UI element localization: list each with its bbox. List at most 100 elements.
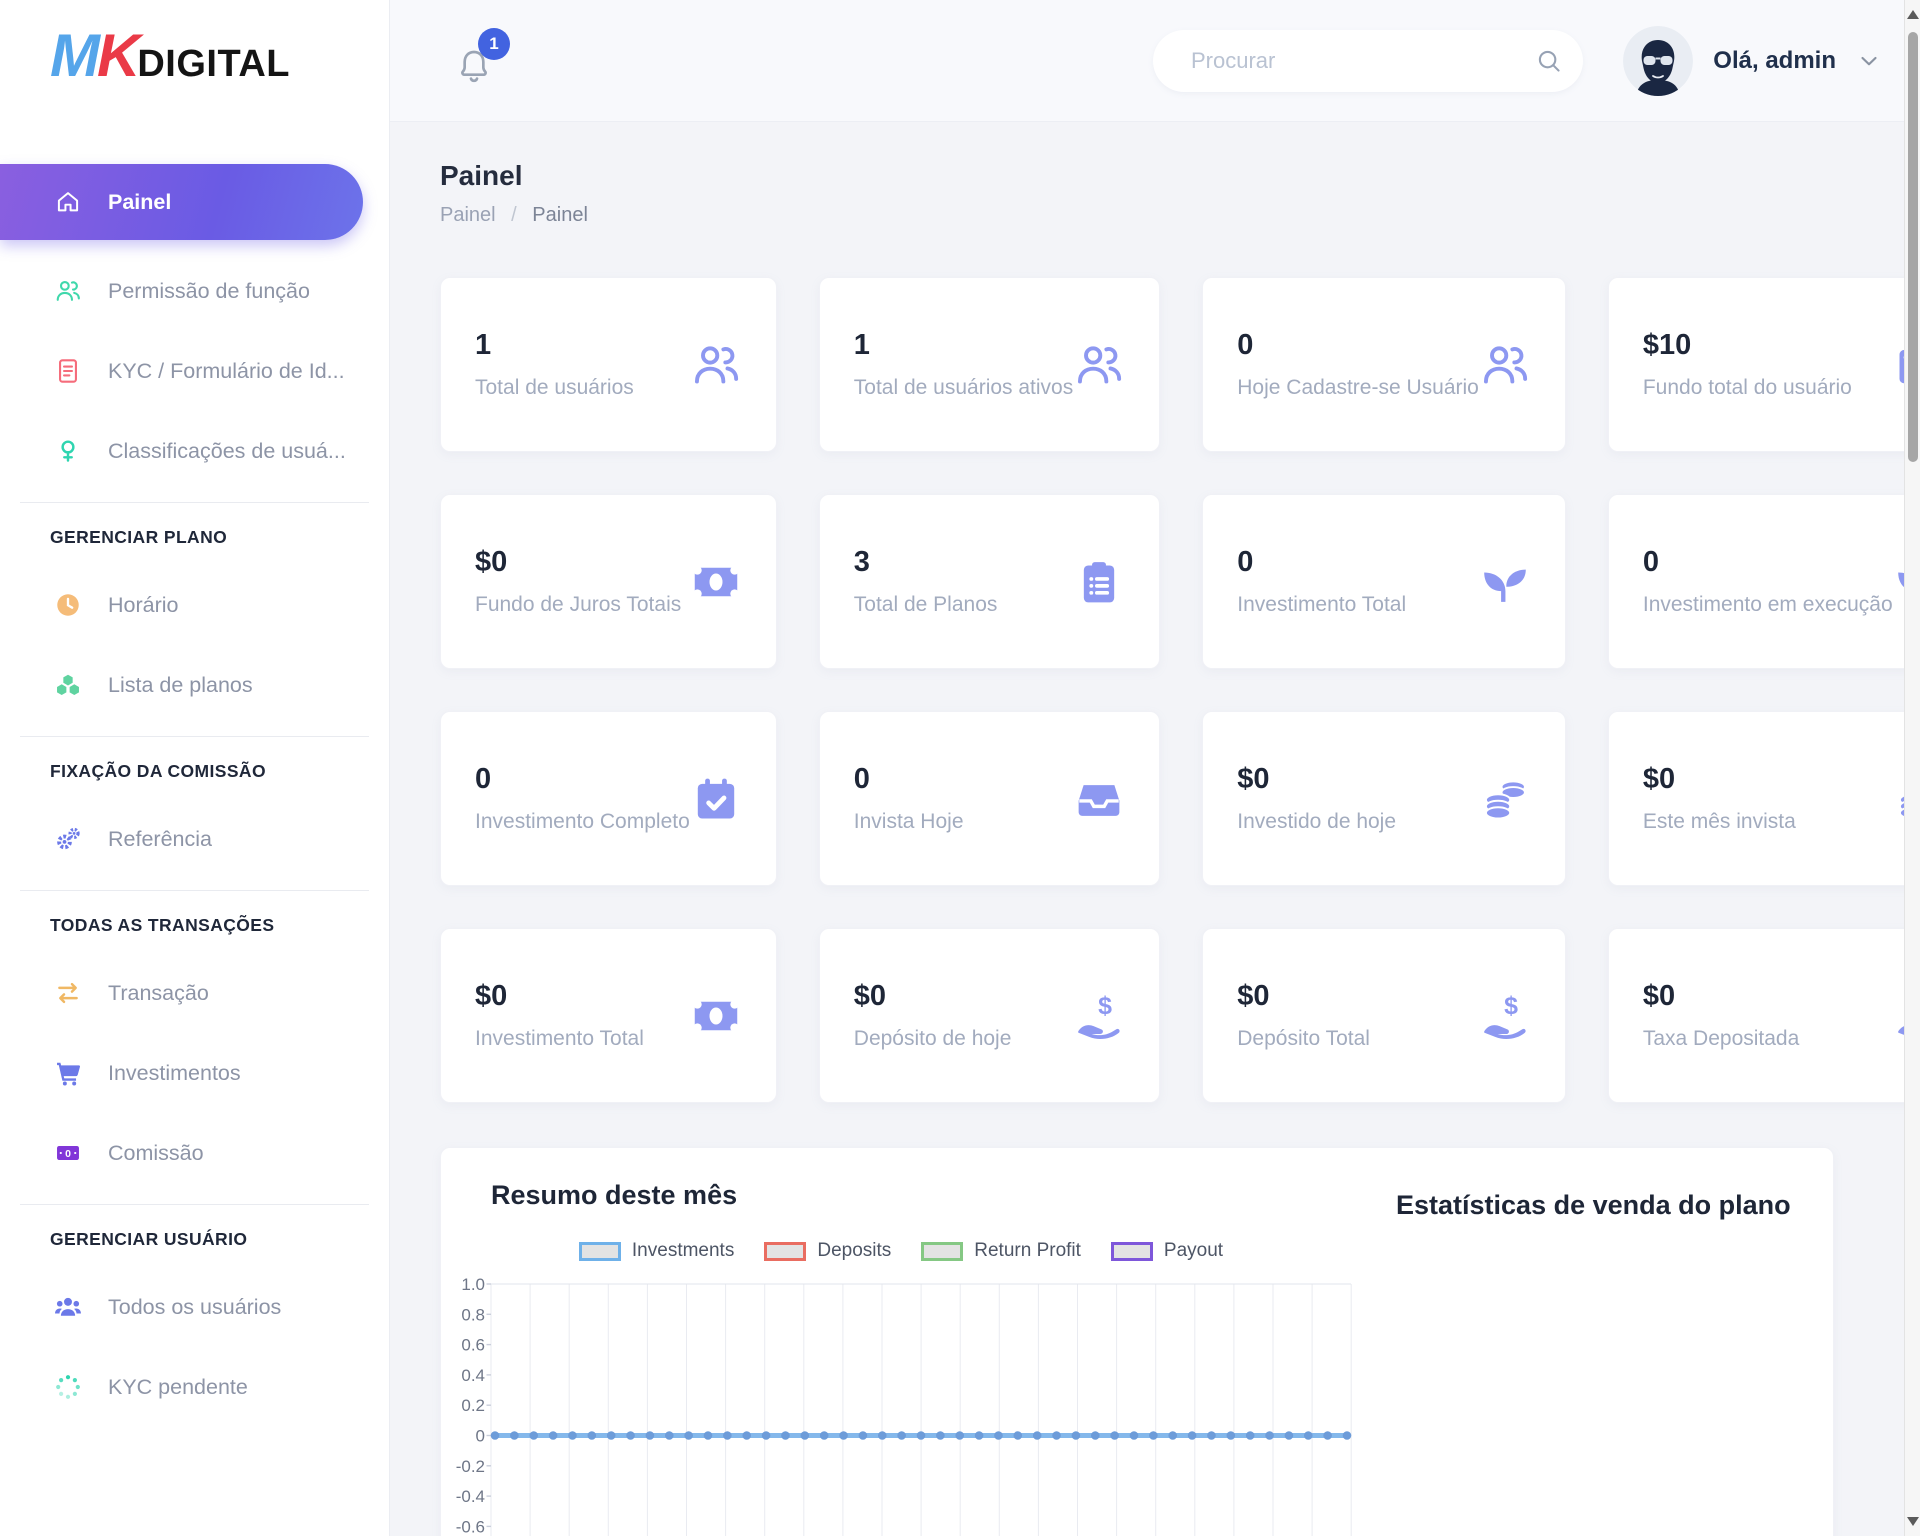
search-icon[interactable] [1535, 47, 1563, 75]
brand-digital: DIGITAL [137, 43, 290, 85]
sidebar-item-label: Referência [108, 826, 212, 851]
vertical-scrollbar[interactable] [1904, 0, 1920, 1536]
svg-text:-0.2: -0.2 [456, 1457, 485, 1476]
users-icon [1479, 339, 1531, 391]
sidebar-section-todas-transacoes: TODAS AS TRANSAÇÕES [50, 915, 275, 935]
avatar[interactable] [1623, 26, 1694, 96]
user-menu[interactable]: Olá, admin [1623, 26, 1882, 96]
scrollbar-thumb[interactable] [1907, 32, 1918, 462]
sidebar-item-transacao[interactable]: Transação [0, 964, 389, 1022]
legend-label: Payout [1163, 1240, 1224, 1261]
svg-text:0.4: 0.4 [461, 1366, 485, 1385]
sidebar-item-comissao[interactable]: Comissão [0, 1124, 389, 1182]
stat-card-hoje-cadastre: 0 Hoje Cadastre-se Usuário [1202, 277, 1566, 452]
chevron-down-icon[interactable] [1856, 48, 1882, 74]
legend-label: Investments [631, 1240, 735, 1261]
sidebar-item-permissao-de-funcao[interactable]: Permissão de função [0, 262, 389, 320]
sidebar-item-classificacoes[interactable]: Classificações de usuá... [0, 422, 389, 480]
notification-badge: 1 [478, 28, 510, 60]
chart-legend: Investments Deposits Return Profit Payout [441, 1240, 1361, 1262]
stat-value: 3 [853, 546, 870, 578]
sidebar-item-referencia[interactable]: Referência [0, 810, 389, 868]
stat-value: 1 [475, 329, 492, 361]
svg-text:0: 0 [476, 1427, 485, 1446]
plan-stats-title: Estatísticas de venda do plano [1396, 1190, 1791, 1220]
sidebar-item-label: Horário [108, 592, 179, 617]
search-bar [1153, 30, 1583, 92]
sidebar-item-kyc-pendente[interactable]: KYC pendente [0, 1358, 389, 1416]
users-icon [1073, 339, 1125, 391]
stat-card-deposito-total: $0 Depósito Total [1202, 928, 1566, 1103]
brand-logo[interactable]: MK DIGITAL [0, 0, 389, 110]
legend-swatch [921, 1241, 964, 1261]
stat-label: Investimento Total [1237, 593, 1407, 616]
user-greeting: Olá, admin [1713, 47, 1836, 74]
svg-text:-0.4: -0.4 [456, 1487, 485, 1506]
stat-label: Investimento em execução [1642, 593, 1893, 616]
legend-item[interactable]: Payout [1110, 1240, 1224, 1262]
seedling-icon [1479, 556, 1531, 608]
cubes-icon [54, 671, 82, 699]
topbar: 1 Olá, admin [390, 0, 1920, 122]
stat-label: Total de usuários [475, 376, 634, 399]
users-icon [54, 277, 82, 305]
sidebar-nav: Painel Permissão de função KYC / Formulá… [0, 164, 389, 1416]
stat-value: $10 [1642, 329, 1692, 361]
search-input[interactable] [1191, 30, 1521, 92]
sidebar-item-label: Painel [108, 189, 172, 214]
clipboard-list-icon [1073, 556, 1125, 608]
calendar-check-icon [690, 773, 742, 825]
sidebar-item-label: Comissão [108, 1140, 204, 1165]
svg-text:-0.6: -0.6 [456, 1517, 485, 1536]
stat-label: Investimento Completo [475, 810, 690, 833]
legend-swatch [578, 1241, 621, 1261]
sidebar-item-kyc-formulario[interactable]: KYC / Formulário de Id... [0, 342, 389, 400]
stat-label: Total de usuários ativos [853, 376, 1074, 399]
stat-card-investimento-completo: 0 Investimento Completo [440, 711, 777, 886]
legend-label: Deposits [817, 1240, 892, 1261]
legend-item[interactable]: Investments [578, 1240, 735, 1262]
stat-card-investimento-total: 0 Investimento Total [1202, 494, 1566, 669]
sidebar-item-painel[interactable]: Painel [0, 164, 363, 240]
stat-label: Investido de hoje [1237, 810, 1397, 833]
stat-value: 0 [1642, 546, 1659, 578]
stat-value: 0 [853, 763, 870, 795]
file-lines-icon [54, 357, 82, 385]
hand-holding-dollar-icon [1073, 990, 1125, 1042]
sidebar-item-investimentos[interactable]: Investimentos [0, 1044, 389, 1102]
sidebar-item-label: Investimentos [108, 1060, 241, 1085]
main-content: Painel Painel / Painel 1 Total de usuári… [390, 122, 1920, 1536]
divider [20, 1204, 369, 1205]
stat-label: Investimento Total [475, 1027, 644, 1050]
hand-holding-dollar-icon [1479, 990, 1531, 1042]
sidebar-item-todos-usuarios[interactable]: Todos os usuários [0, 1278, 389, 1336]
venus-icon [54, 437, 82, 465]
divider [20, 736, 369, 737]
exchange-icon [54, 979, 82, 1007]
legend-item[interactable]: Deposits [764, 1240, 891, 1262]
notifications-button[interactable]: 1 [454, 28, 514, 94]
breadcrumb-root[interactable]: Painel [440, 204, 496, 226]
sidebar-item-lista-de-planos[interactable]: Lista de planos [0, 656, 389, 714]
stat-value: 0 [1237, 329, 1254, 361]
money-bill-icon [690, 556, 742, 608]
stat-value: $0 [1642, 763, 1676, 795]
users-icon [690, 339, 742, 391]
stat-value: $0 [1642, 980, 1676, 1012]
stat-card-deposito-hoje: $0 Depósito de hoje [818, 928, 1161, 1103]
legend-item[interactable]: Return Profit [921, 1240, 1081, 1262]
stat-value: $0 [475, 980, 508, 1012]
svg-text:0.8: 0.8 [461, 1305, 485, 1324]
sidebar: MK DIGITAL Painel Permissão de função KY… [0, 0, 390, 1536]
legend-label: Return Profit [974, 1240, 1081, 1261]
breadcrumb-separator: / [511, 204, 517, 226]
scroll-down-arrow[interactable] [1907, 1517, 1919, 1526]
divider [20, 890, 369, 891]
stats-grid: 1 Total de usuários 1 Total de usuários … [440, 277, 1920, 1103]
money-bill-icon [54, 1139, 82, 1167]
coins-icon [1479, 773, 1531, 825]
sidebar-item-horario[interactable]: Horário [0, 576, 389, 634]
summary-line-chart: 1.0 0.8 0.6 0.4 0.2 0 -0.2 -0.4 -0.6 [456, 1275, 1352, 1536]
sidebar-section-gerenciar-usuario: GERENCIAR USUÁRIO [50, 1229, 248, 1249]
scroll-up-arrow[interactable] [1907, 10, 1919, 19]
